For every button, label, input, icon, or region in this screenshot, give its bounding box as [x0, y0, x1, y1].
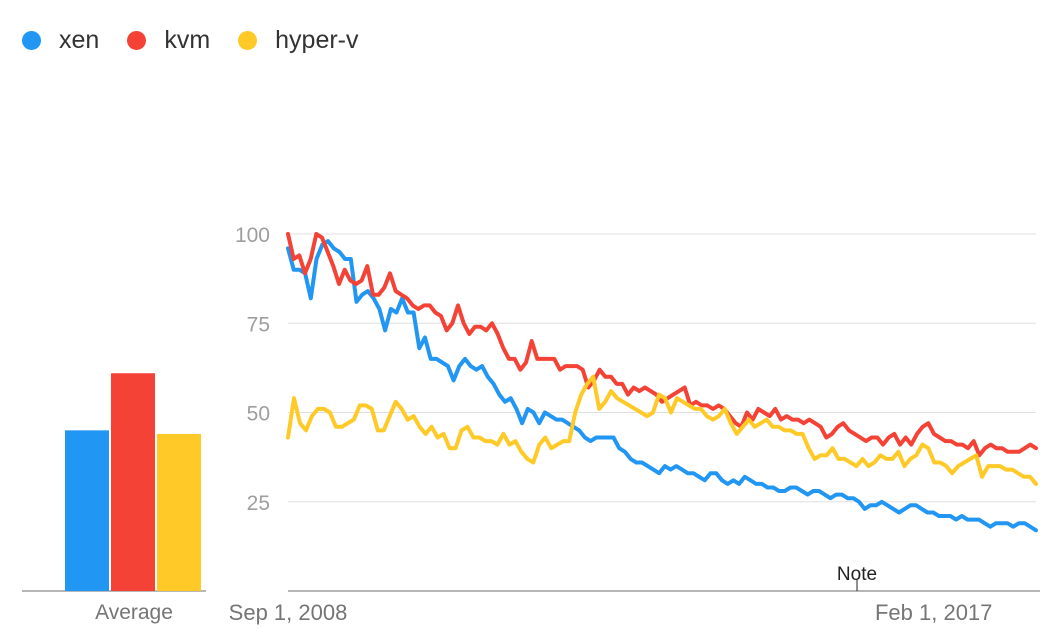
annotation-label-0: Note [837, 564, 877, 585]
legend-label-xen: xen [59, 26, 100, 54]
x-tick-label-0: Sep 1, 2008 [229, 600, 348, 625]
average-bar-chart: Average [22, 373, 206, 624]
legend-item-kvm[interactable]: kvm [127, 28, 210, 53]
average-bar-kvm [111, 373, 155, 591]
average-label: Average [95, 601, 173, 624]
y-tick-label-50: 50 [247, 403, 270, 426]
legend-dot-xen [22, 31, 41, 50]
trend-line-chart: 25 50 75 100 Sep 1, 2008 Feb 1, 2017 Note [229, 224, 1040, 625]
average-bar-xen [65, 430, 109, 591]
legend-item-hyper-v[interactable]: hyper-v [238, 26, 359, 54]
average-bar-hyper-v [157, 433, 201, 591]
legend: xen kvm hyper-v [22, 28, 387, 53]
x-tick-label-1: Feb 1, 2017 [875, 600, 992, 625]
series-line-kvm [286, 232, 1038, 458]
y-tick-label-25: 25 [247, 492, 270, 515]
y-tick-label-75: 75 [247, 313, 270, 336]
legend-dot-hyper-v [238, 31, 258, 50]
series-line-xen [286, 239, 1038, 533]
legend-label-kvm: kvm [164, 26, 211, 54]
y-tick-label-100: 100 [235, 224, 270, 247]
legend-dot-kvm [127, 31, 147, 50]
legend-item-xen[interactable]: xen [22, 28, 99, 53]
legend-label-hyper-v: hyper-v [275, 26, 359, 54]
series-line-hyper-v [286, 374, 1038, 486]
